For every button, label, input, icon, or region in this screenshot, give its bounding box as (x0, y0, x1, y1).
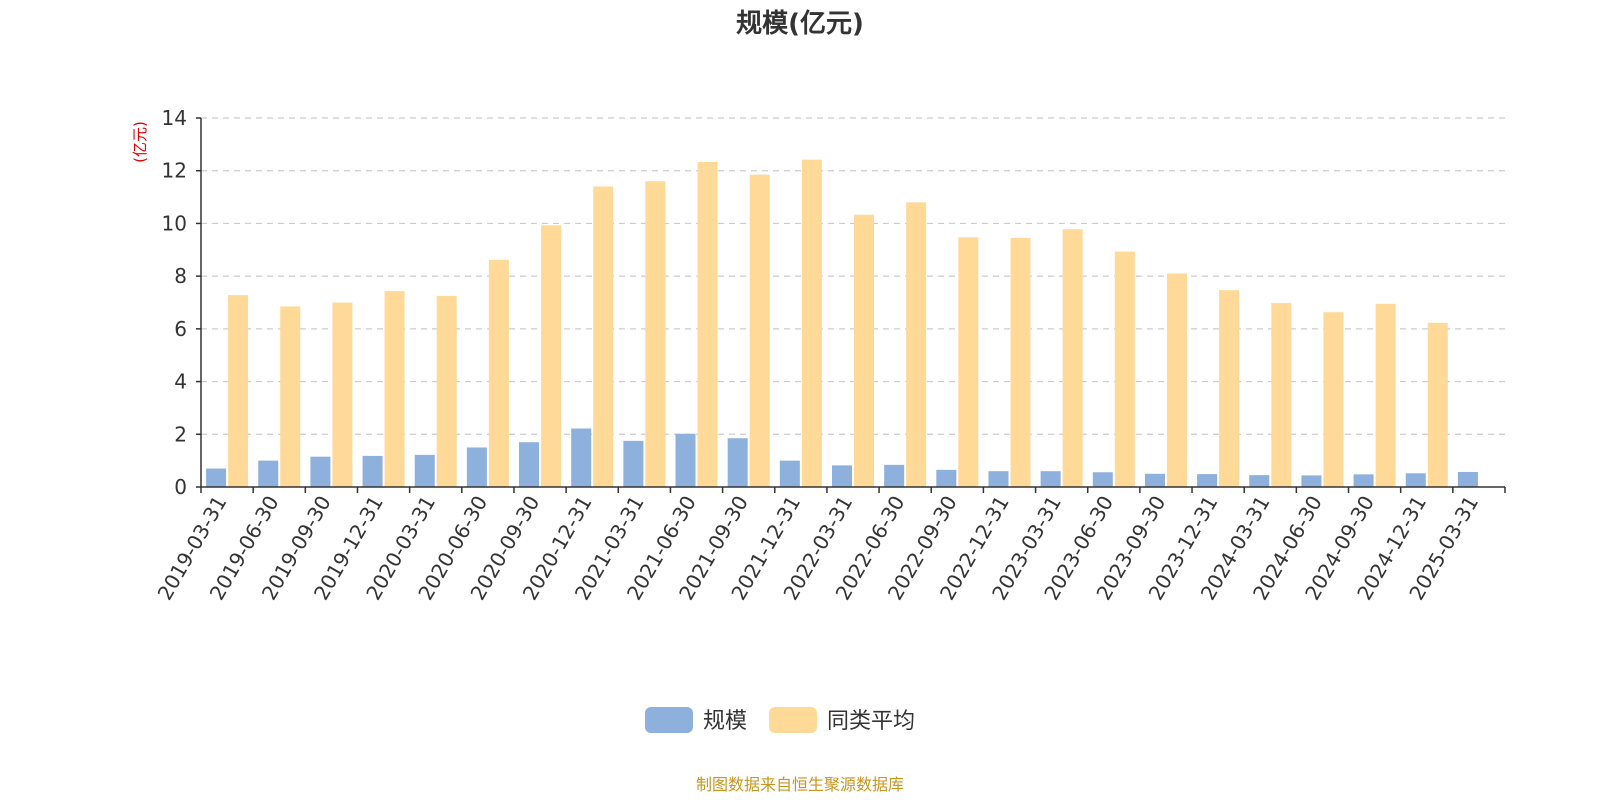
legend: 规模 同类平均 (645, 707, 915, 734)
grid-lines (201, 117, 1505, 435)
bar-peer-average (1323, 312, 1344, 487)
bar-scale (1144, 473, 1165, 487)
bar-scale (1040, 471, 1061, 487)
chart-title: 规模(亿元) (736, 9, 864, 39)
y-axis-label: (亿元) (131, 121, 149, 163)
bar-scale (414, 454, 435, 487)
bar-peer-average (1062, 229, 1083, 487)
bar-peer-average (1010, 237, 1031, 487)
bar-scale (466, 447, 487, 487)
bar-scale (675, 433, 696, 487)
axes (196, 117, 1506, 493)
y-tick-label: 14 (162, 106, 187, 130)
y-tick-label: 12 (162, 159, 187, 183)
bar-scale (727, 438, 748, 487)
bar-scale (310, 456, 331, 487)
bar-peer-average (1375, 303, 1396, 487)
bar-peer-average (697, 162, 718, 488)
legend-swatch-peer-average (769, 707, 817, 733)
bar-peer-average (958, 237, 979, 487)
bar-scale (519, 442, 540, 487)
bar-peer-average (645, 181, 666, 487)
y-tick-label: 2 (174, 422, 187, 446)
bar-scale (1301, 475, 1322, 487)
y-tick-label: 8 (174, 264, 187, 288)
bar-peer-average (541, 225, 562, 488)
bar-peer-average (332, 302, 353, 487)
x-tick-labels: 2019-03-312019-06-302019-09-302019-12-31… (153, 491, 1484, 604)
bar-peer-average (906, 202, 927, 488)
bar-peer-average (1114, 251, 1135, 487)
bar-scale (258, 460, 279, 487)
y-tick-label: 6 (174, 317, 187, 341)
bar-peer-average (228, 295, 249, 487)
bar-scale (779, 460, 800, 487)
y-tick-labels: 0 2 4 6 8 10 12 14 (162, 106, 187, 499)
bar-peer-average (749, 174, 770, 488)
legend-label-scale: 规模 (703, 709, 747, 734)
y-tick-label: 4 (174, 370, 187, 394)
bar-peer-average (593, 186, 614, 487)
bar-scale (1457, 471, 1478, 487)
bar-peer-average (1427, 322, 1448, 487)
bar-peer-average (1219, 290, 1240, 487)
bar-peer-average (854, 214, 874, 487)
legend-swatch-scale (645, 707, 693, 733)
source-note: 制图数据来自恒生聚源数据库 (696, 775, 904, 794)
bar-scale (988, 471, 1009, 487)
bar-scale (832, 465, 852, 487)
bar-peer-average (280, 306, 301, 487)
bar-scale (1353, 474, 1374, 487)
y-tick-label: 10 (162, 211, 187, 235)
bar-peer-average (436, 295, 457, 487)
bar-scale (1092, 472, 1113, 487)
bar-scale (936, 469, 957, 487)
bar-scale (362, 455, 383, 487)
bar-scale (1197, 474, 1218, 487)
bar-peer-average (384, 291, 405, 487)
bar-scale (884, 464, 905, 487)
bars (206, 159, 1478, 488)
bar-scale (623, 440, 644, 487)
bar-scale (1249, 475, 1270, 487)
y-tick-label: 0 (174, 475, 187, 499)
legend-label-peer-average: 同类平均 (827, 709, 915, 734)
bar-scale (1405, 473, 1426, 487)
bar-peer-average (1271, 303, 1292, 487)
bar-peer-average (801, 159, 822, 487)
bar-peer-average (1166, 273, 1187, 487)
bar-scale (206, 468, 227, 487)
bar-peer-average (488, 259, 509, 487)
bar-scale (571, 428, 592, 487)
